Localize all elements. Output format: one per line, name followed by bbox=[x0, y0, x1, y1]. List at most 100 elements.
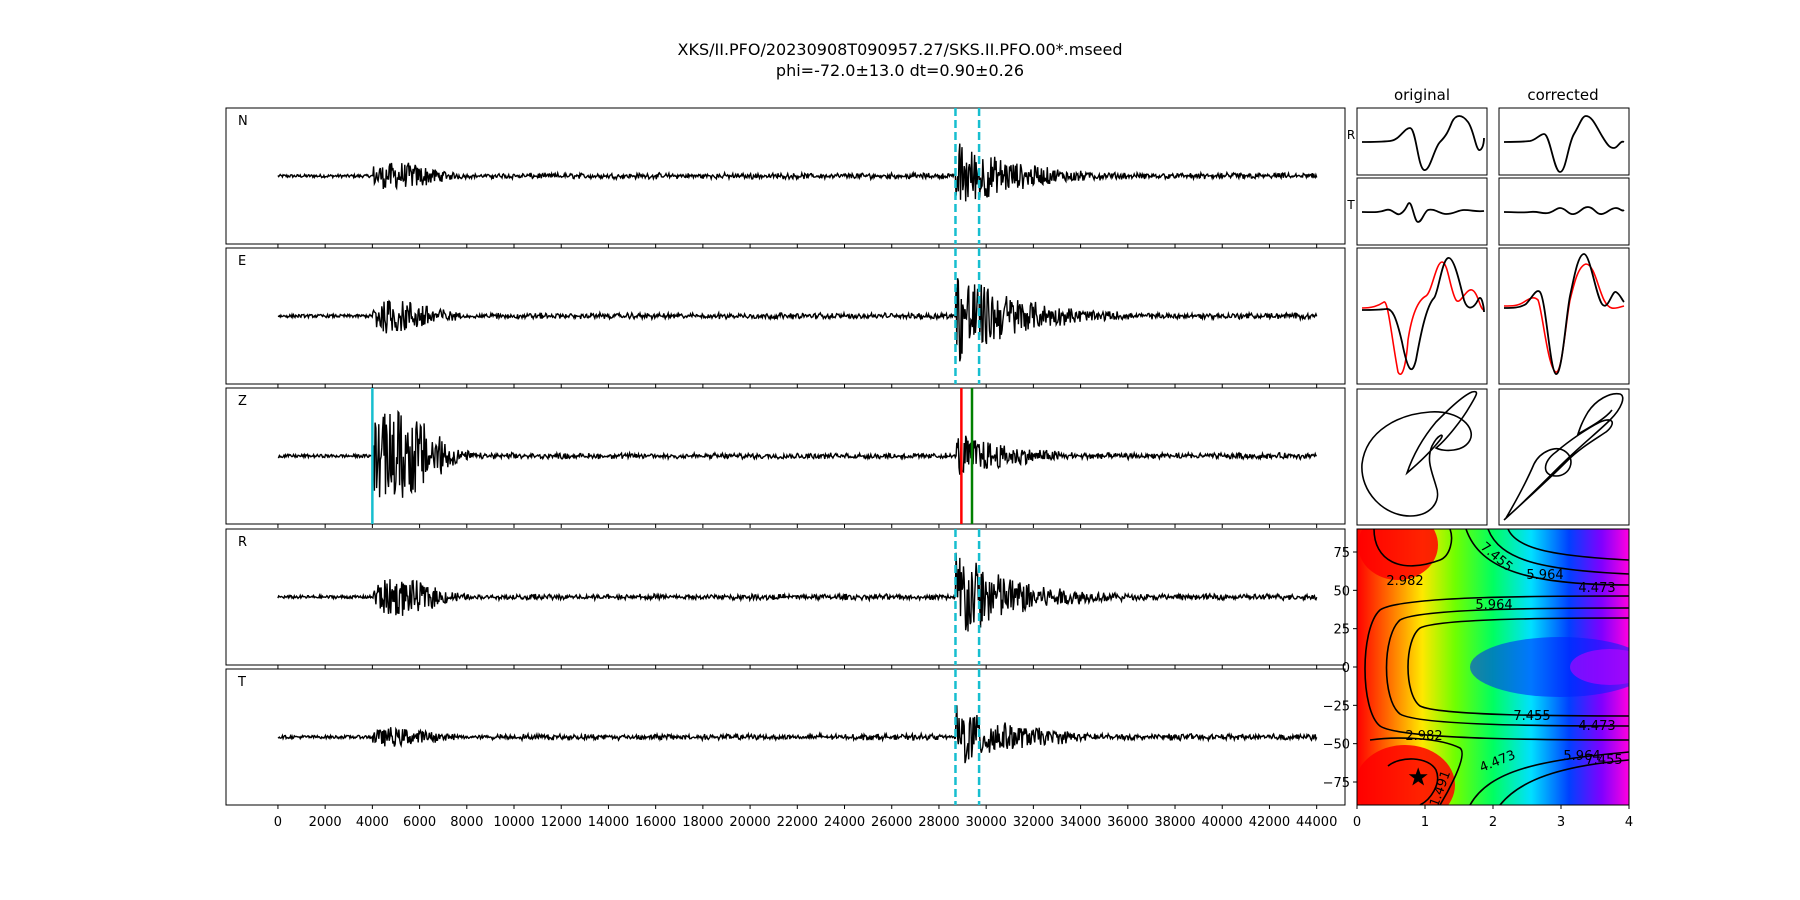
original-particle-motion bbox=[1361, 390, 1478, 517]
grid-x-tick-label: 3 bbox=[1557, 815, 1565, 830]
corrected-particle-motion-panel bbox=[1498, 388, 1630, 526]
x-tick-label: 2000 bbox=[309, 815, 342, 830]
grid-y-tick-label: 50 bbox=[1333, 584, 1350, 599]
x-tick-label: 30000 bbox=[965, 815, 1006, 830]
grid-y-tick-label: −50 bbox=[1323, 738, 1350, 753]
x-tick-label: 12000 bbox=[541, 815, 582, 830]
x-tick-label: 18000 bbox=[682, 815, 723, 830]
corrected-black-trace bbox=[1503, 253, 1625, 375]
waveform-panel-t: T bbox=[225, 668, 1346, 809]
x-tick-label: 44000 bbox=[1296, 815, 1337, 830]
channel-label: E bbox=[238, 254, 246, 269]
waveform-trace bbox=[277, 552, 1318, 632]
waveform-panels: N E Z R T bbox=[225, 107, 1346, 809]
contour-line bbox=[1385, 607, 1629, 727]
contour-line bbox=[1369, 737, 1463, 805]
x-tick-label: 8000 bbox=[450, 815, 483, 830]
waveform-panel-e: E bbox=[225, 247, 1346, 388]
corrected-t-panel bbox=[1498, 177, 1630, 246]
grid-x-tick-label: 0 bbox=[1353, 815, 1361, 830]
contour-line bbox=[1407, 617, 1629, 717]
x-tick-label: 6000 bbox=[403, 815, 436, 830]
column-title-original: original bbox=[1394, 86, 1450, 104]
waveform-trace bbox=[277, 143, 1318, 202]
grid-x-tick-label: 2 bbox=[1489, 815, 1497, 830]
x-tick-label: 4000 bbox=[356, 815, 389, 830]
grid-y-tick-label: 25 bbox=[1333, 623, 1350, 638]
figure-title: XKS/II.PFO/20230908T090957.27/SKS.II.PFO… bbox=[677, 40, 1123, 59]
original-particle-motion-panel bbox=[1356, 388, 1488, 526]
x-tick-label: 32000 bbox=[1013, 815, 1054, 830]
contour-line bbox=[1364, 595, 1629, 741]
x-tick-label: 26000 bbox=[871, 815, 912, 830]
x-tick-label: 22000 bbox=[777, 815, 818, 830]
grid-axes: 0 1 2 3 4 75 50 25 0 −25 −50 −75 bbox=[1323, 546, 1634, 830]
contour-line bbox=[1387, 758, 1439, 805]
x-tick-label: 20000 bbox=[729, 815, 770, 830]
waveform-panel-z: Z bbox=[225, 387, 1346, 528]
grid-x-tick-label: 1 bbox=[1421, 815, 1429, 830]
waveform-trace bbox=[277, 278, 1318, 362]
x-tick-label: 38000 bbox=[1154, 815, 1195, 830]
small-row-label-r: R bbox=[1347, 128, 1355, 142]
contour-label: 2.982 bbox=[1386, 574, 1423, 589]
waveform-trace bbox=[277, 409, 1318, 498]
x-tick-label: 28000 bbox=[918, 815, 959, 830]
x-tick-label: 34000 bbox=[1060, 815, 1101, 830]
grid-y-tick-label: −75 bbox=[1323, 776, 1350, 791]
grid-x-tick-label: 4 bbox=[1625, 815, 1633, 830]
contour-line bbox=[1507, 529, 1629, 561]
contour-label: 5.964 bbox=[1475, 598, 1512, 613]
corrected-particle-motion bbox=[1503, 392, 1624, 521]
original-rt-overlay-panel bbox=[1356, 247, 1488, 385]
phi-dt-grid-panel: 2.982 7.455 5.964 4.473 5.964 7.455 4.47… bbox=[1323, 528, 1634, 830]
channel-label: T bbox=[237, 675, 246, 690]
contour-label: 4.473 bbox=[1578, 581, 1615, 596]
corrected-rt-overlay-panel bbox=[1498, 247, 1630, 385]
original-t-trace bbox=[1361, 202, 1485, 223]
x-tick-label: 36000 bbox=[1107, 815, 1148, 830]
corrected-red-trace bbox=[1503, 263, 1625, 373]
column-title-corrected: corrected bbox=[1527, 86, 1598, 104]
original-black-trace bbox=[1361, 257, 1485, 371]
channel-label: N bbox=[238, 114, 248, 129]
waveform-panel-r: R bbox=[225, 528, 1346, 669]
contour-label: 7.455 bbox=[1585, 753, 1622, 768]
corrected-r-trace bbox=[1503, 115, 1625, 173]
contour-label: 5.964 bbox=[1563, 749, 1600, 764]
channel-label: R bbox=[238, 535, 247, 550]
x-tick-label: 10000 bbox=[493, 815, 534, 830]
waveform-panel-n: N bbox=[225, 107, 1346, 248]
contour-line bbox=[1469, 751, 1629, 805]
contour-line bbox=[1373, 529, 1453, 567]
waveform-trace bbox=[277, 705, 1318, 764]
channel-label: Z bbox=[238, 394, 247, 409]
small-row-label-t: T bbox=[1346, 198, 1355, 212]
x-tick-label: 16000 bbox=[635, 815, 676, 830]
corrected-t-trace bbox=[1503, 206, 1625, 215]
x-tick-label: 0 bbox=[274, 815, 282, 830]
x-tick-label: 40000 bbox=[1202, 815, 1243, 830]
contour-label: 5.964 bbox=[1526, 568, 1563, 583]
grid-y-tick-label: −25 bbox=[1323, 699, 1350, 714]
figure-subtitle: phi=-72.0±13.0 dt=0.90±0.26 bbox=[775, 61, 1025, 80]
grid-y-tick-label: 0 bbox=[1342, 661, 1350, 676]
original-r-trace bbox=[1361, 115, 1485, 171]
original-red-trace bbox=[1361, 261, 1485, 375]
original-t-panel bbox=[1356, 177, 1488, 246]
x-tick-label: 42000 bbox=[1249, 815, 1290, 830]
contour-label: 2.982 bbox=[1405, 729, 1442, 744]
contour-label: 7.455 bbox=[1513, 709, 1550, 724]
contour-line bbox=[1499, 759, 1629, 805]
contour-line bbox=[1465, 529, 1629, 586]
corrected-r-panel bbox=[1498, 107, 1630, 176]
contour-label: 4.473 bbox=[1578, 719, 1615, 734]
best-fit-star-icon bbox=[1408, 767, 1428, 786]
grid-y-tick-label: 75 bbox=[1333, 546, 1350, 561]
original-r-panel bbox=[1356, 107, 1488, 176]
x-tick-label: 24000 bbox=[824, 815, 865, 830]
contour-line bbox=[1487, 529, 1629, 575]
x-tick-label: 14000 bbox=[588, 815, 629, 830]
waveform-x-axis: 0 2000 4000 6000 8000 10000 12000 14000 16000 180… bbox=[274, 815, 1338, 830]
